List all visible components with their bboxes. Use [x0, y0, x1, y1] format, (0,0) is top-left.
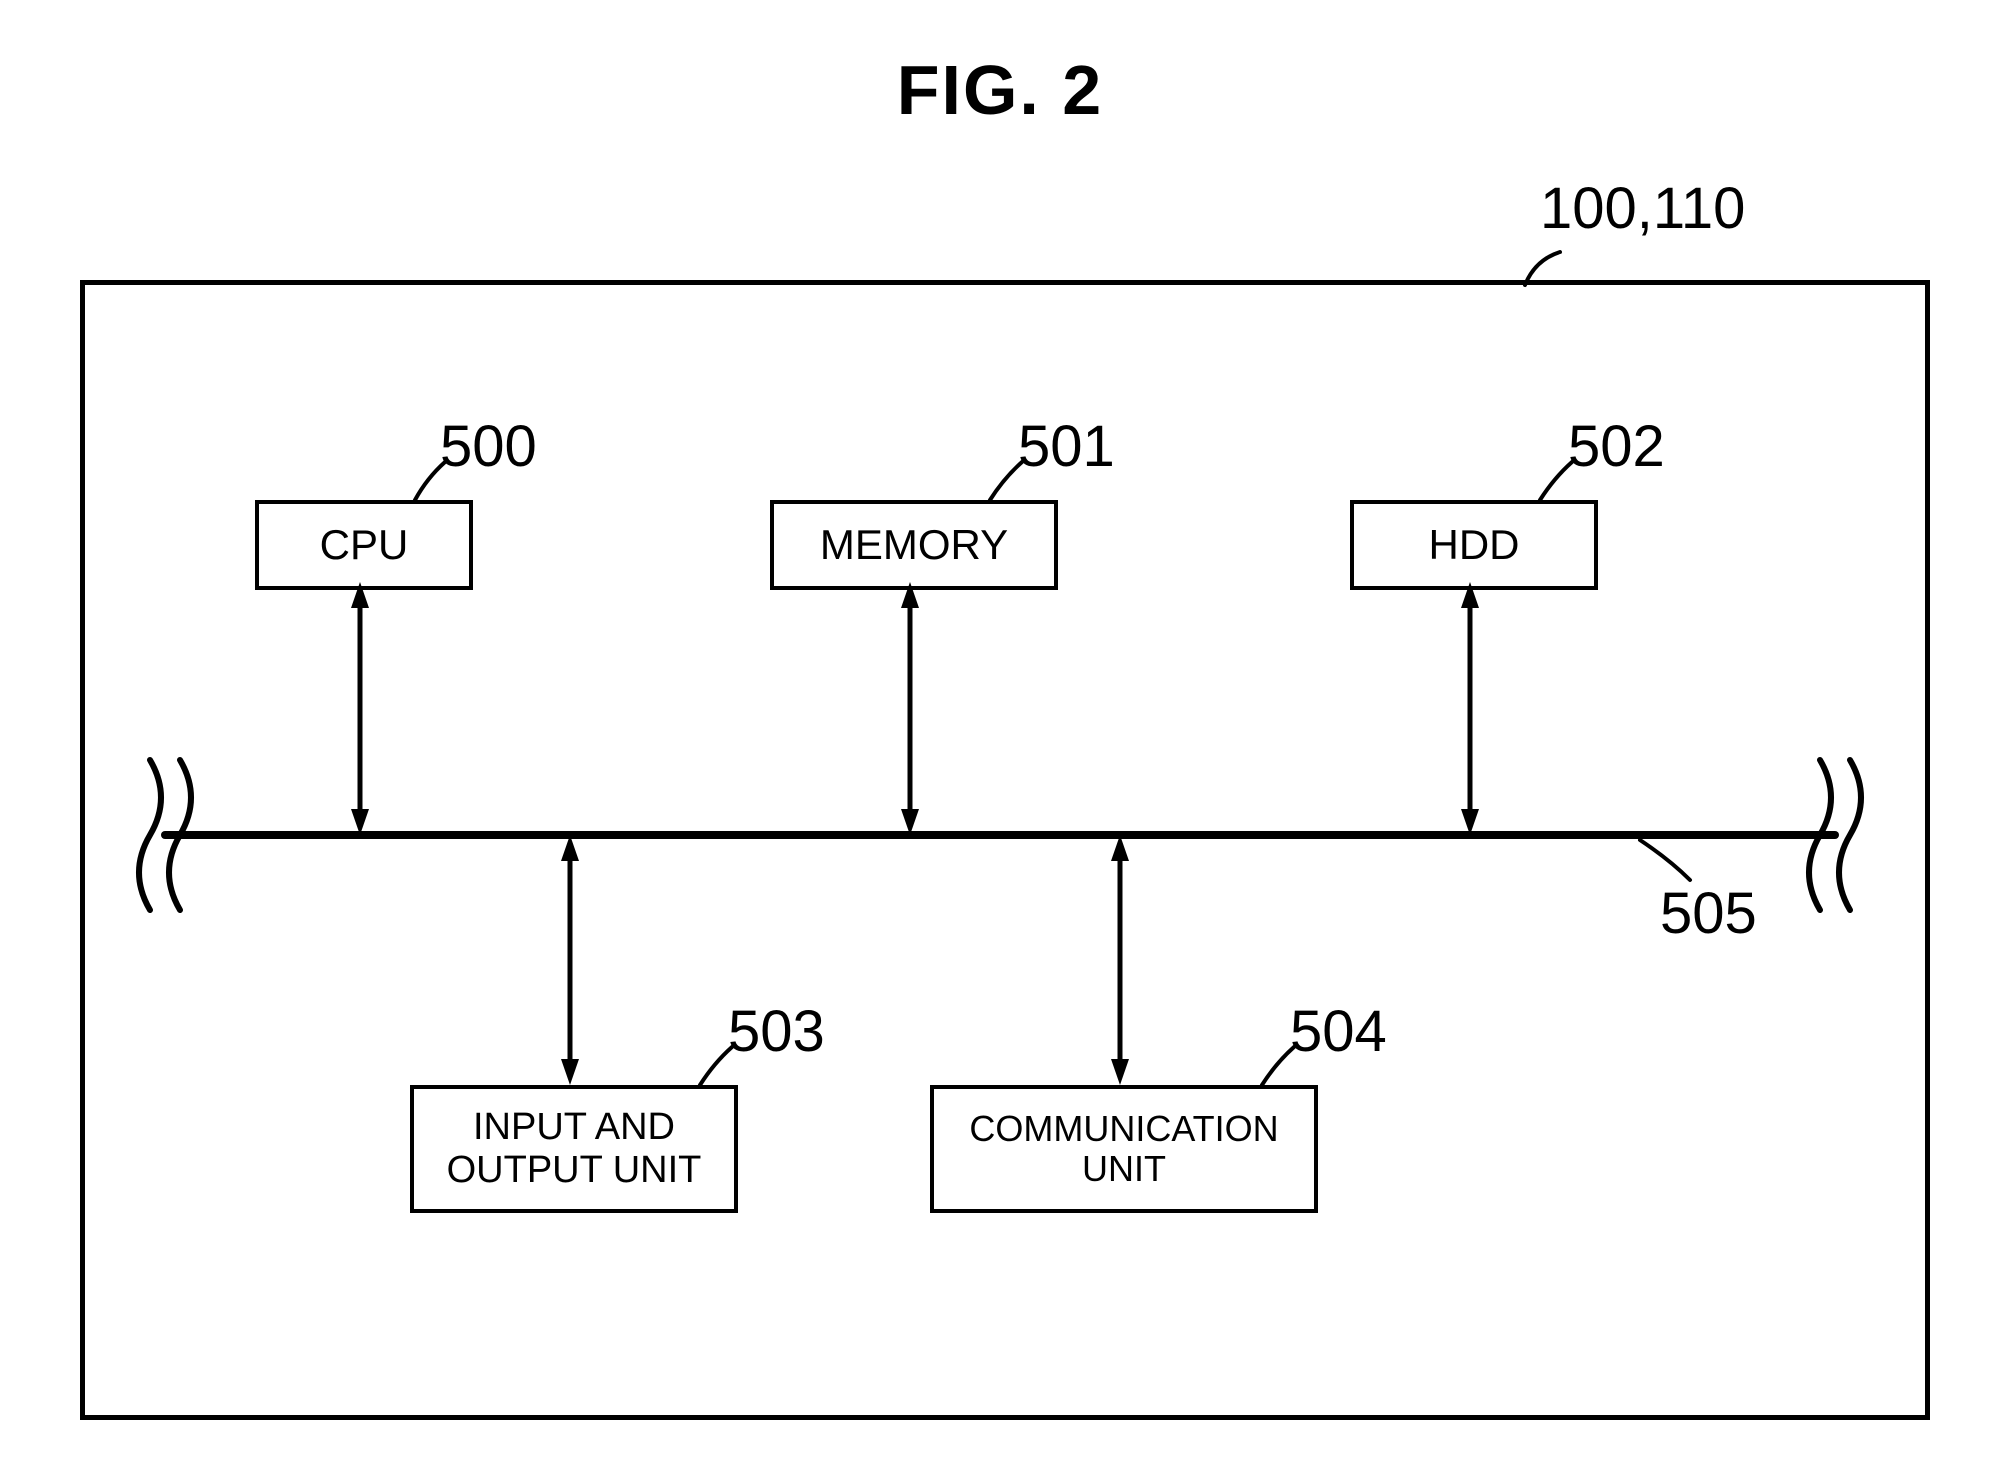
comm-label: COMMUNICATIONUNIT: [969, 1109, 1278, 1190]
figure-title: FIG. 2: [897, 50, 1103, 130]
hdd-label: HDD: [1429, 521, 1520, 568]
ref-501: 501: [1018, 413, 1115, 480]
memory-block: MEMORY: [770, 500, 1058, 590]
diagram-canvas: FIG. 2 CPU MEMORY HDD INPUT ANDOUTPUT UN…: [0, 0, 2000, 1480]
cpu-block: CPU: [255, 500, 473, 590]
ref-503: 503: [728, 998, 825, 1065]
cpu-label: CPU: [320, 521, 409, 568]
ref-505: 505: [1660, 880, 1757, 947]
ref-502: 502: [1568, 413, 1665, 480]
hdd-block: HDD: [1350, 500, 1598, 590]
ref-504: 504: [1290, 998, 1387, 1065]
comm-block: COMMUNICATIONUNIT: [930, 1085, 1318, 1213]
io-block: INPUT ANDOUTPUT UNIT: [410, 1085, 738, 1213]
ref-500: 500: [440, 413, 537, 480]
ref-100-110: 100,110: [1540, 175, 1745, 242]
memory-label: MEMORY: [820, 521, 1008, 568]
io-label: INPUT ANDOUTPUT UNIT: [447, 1106, 702, 1191]
